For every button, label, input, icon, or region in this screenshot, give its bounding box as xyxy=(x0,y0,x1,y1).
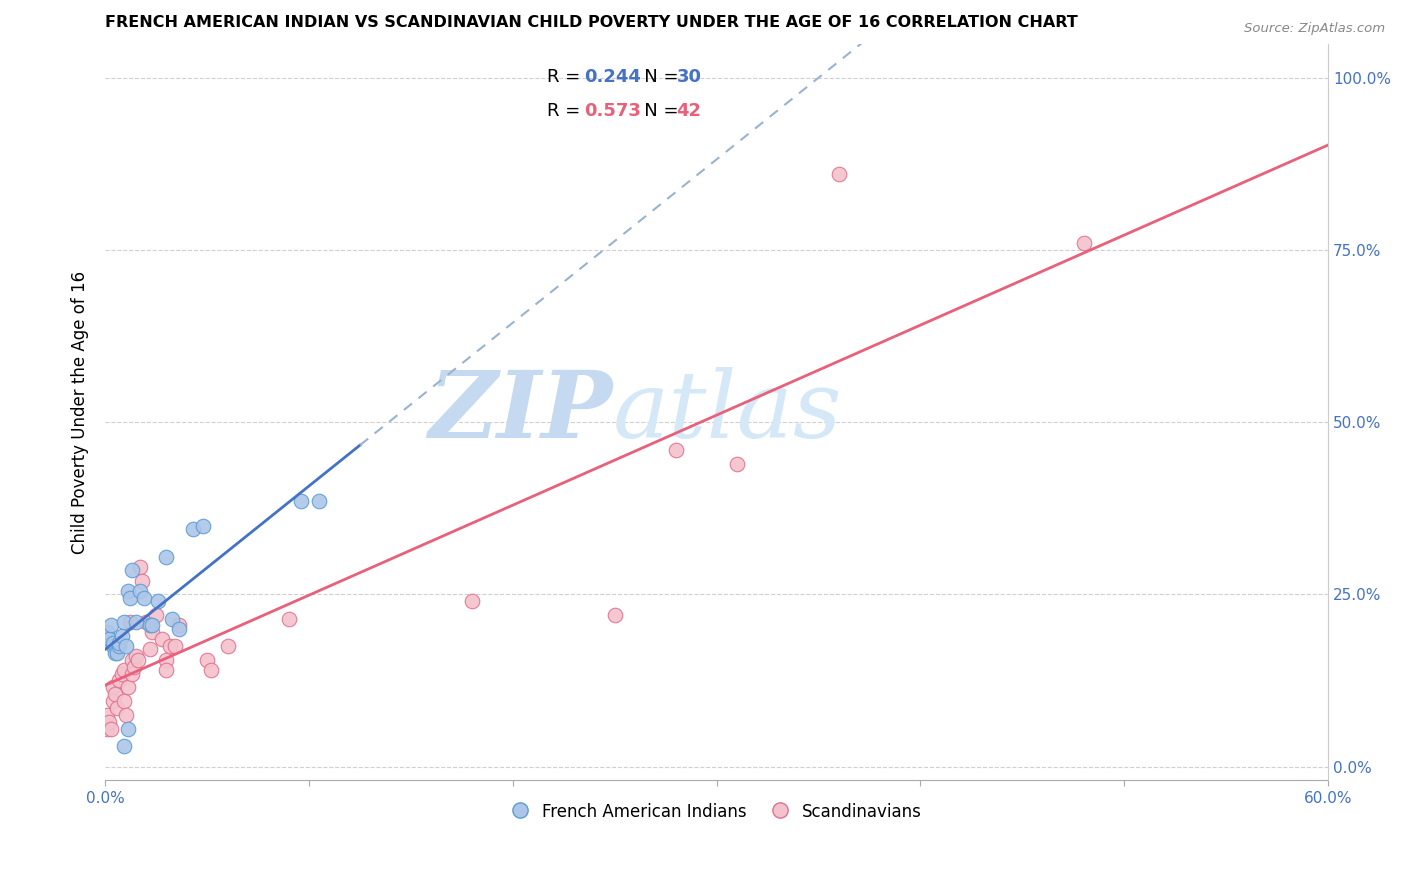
Point xyxy=(104,687,127,701)
Point xyxy=(121,653,143,667)
Point xyxy=(150,632,173,647)
Point xyxy=(121,563,143,577)
Point xyxy=(167,618,190,632)
Point xyxy=(163,639,186,653)
Point xyxy=(96,707,118,722)
Point xyxy=(308,494,330,508)
Point xyxy=(107,701,129,715)
Point xyxy=(155,549,177,564)
Point xyxy=(181,522,204,536)
Text: 0.244: 0.244 xyxy=(583,68,641,87)
Point xyxy=(108,673,131,688)
Point xyxy=(96,625,118,640)
Text: 30: 30 xyxy=(676,68,702,87)
Text: N =: N = xyxy=(627,103,683,120)
Text: 0.573: 0.573 xyxy=(583,103,641,120)
Point xyxy=(121,666,143,681)
Point xyxy=(127,653,149,667)
Point xyxy=(139,642,162,657)
Text: atlas: atlas xyxy=(613,367,842,457)
Point xyxy=(135,615,157,629)
Text: Source: ZipAtlas.com: Source: ZipAtlas.com xyxy=(1244,22,1385,36)
Point xyxy=(117,584,139,599)
Point xyxy=(122,659,145,673)
Point xyxy=(128,560,150,574)
Text: R =: R = xyxy=(547,68,586,87)
Point xyxy=(103,635,125,649)
Point xyxy=(139,618,162,632)
Point xyxy=(159,639,181,653)
Point xyxy=(96,722,118,736)
Point xyxy=(828,168,851,182)
Point xyxy=(103,694,125,708)
Point xyxy=(108,639,131,653)
Point xyxy=(114,707,136,722)
Point xyxy=(117,722,139,736)
Point xyxy=(112,615,135,629)
Y-axis label: Child Poverty Under the Age of 16: Child Poverty Under the Age of 16 xyxy=(72,270,89,554)
Legend: French American Indians, Scandinavians: French American Indians, Scandinavians xyxy=(505,796,928,827)
Text: R =: R = xyxy=(547,103,586,120)
Point xyxy=(98,632,121,647)
Point xyxy=(112,663,135,677)
Point xyxy=(145,608,167,623)
Point xyxy=(141,625,163,640)
Point xyxy=(107,646,129,660)
Point xyxy=(603,608,626,623)
Point xyxy=(118,591,141,605)
Point xyxy=(125,615,148,629)
Point xyxy=(128,584,150,599)
Point xyxy=(117,681,139,695)
Point xyxy=(100,618,122,632)
Point xyxy=(104,646,127,660)
Point xyxy=(103,639,125,653)
Point xyxy=(110,666,132,681)
Point xyxy=(112,739,135,753)
Point xyxy=(110,629,132,643)
Point xyxy=(217,639,239,653)
Point xyxy=(1073,236,1095,251)
Point xyxy=(131,574,153,588)
Point xyxy=(461,594,484,608)
Point xyxy=(167,622,190,636)
Point xyxy=(155,663,177,677)
Point xyxy=(112,694,135,708)
Text: 42: 42 xyxy=(676,103,702,120)
Point xyxy=(725,457,748,471)
Point xyxy=(277,611,299,625)
Point xyxy=(155,653,177,667)
Point xyxy=(103,681,125,695)
Point xyxy=(114,639,136,653)
Point xyxy=(141,618,163,632)
Point xyxy=(108,635,131,649)
Point xyxy=(665,442,688,457)
Point xyxy=(191,518,214,533)
Point xyxy=(100,722,122,736)
Point xyxy=(125,649,148,664)
Point xyxy=(148,594,170,608)
Point xyxy=(162,611,184,625)
Point xyxy=(132,591,155,605)
Point xyxy=(118,615,141,629)
Text: FRENCH AMERICAN INDIAN VS SCANDINAVIAN CHILD POVERTY UNDER THE AGE OF 16 CORRELA: FRENCH AMERICAN INDIAN VS SCANDINAVIAN C… xyxy=(105,15,1078,30)
Text: ZIP: ZIP xyxy=(429,367,613,457)
Point xyxy=(98,714,121,729)
Text: N =: N = xyxy=(627,68,683,87)
Point xyxy=(195,653,218,667)
Point xyxy=(200,663,222,677)
Point xyxy=(290,494,312,508)
